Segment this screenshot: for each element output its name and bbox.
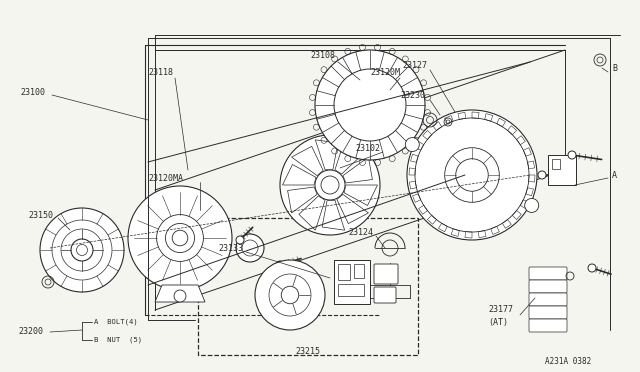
- Polygon shape: [512, 211, 521, 219]
- Polygon shape: [287, 187, 317, 213]
- Circle shape: [334, 69, 406, 141]
- FancyBboxPatch shape: [529, 267, 567, 280]
- Polygon shape: [484, 113, 493, 121]
- Polygon shape: [458, 112, 466, 119]
- Circle shape: [568, 151, 576, 159]
- Polygon shape: [433, 122, 442, 131]
- Circle shape: [280, 135, 380, 235]
- Polygon shape: [451, 229, 460, 237]
- Polygon shape: [524, 148, 531, 156]
- Circle shape: [40, 208, 124, 292]
- Text: 23127: 23127: [402, 61, 427, 70]
- Text: B  NUT  (5): B NUT (5): [94, 337, 142, 343]
- Polygon shape: [411, 154, 418, 162]
- FancyBboxPatch shape: [529, 319, 567, 332]
- Polygon shape: [472, 112, 479, 118]
- Text: 23120M: 23120M: [370, 67, 400, 77]
- Text: 23124: 23124: [348, 228, 373, 237]
- Polygon shape: [155, 285, 205, 302]
- Text: 23100: 23100: [20, 87, 45, 96]
- Polygon shape: [527, 161, 534, 169]
- Polygon shape: [337, 195, 369, 224]
- Bar: [198, 218, 418, 355]
- Polygon shape: [322, 200, 345, 230]
- Polygon shape: [409, 168, 415, 175]
- Circle shape: [588, 264, 596, 272]
- Text: 23133: 23133: [218, 244, 243, 253]
- Circle shape: [71, 239, 93, 261]
- Text: A231A 0382: A231A 0382: [545, 357, 591, 366]
- Text: 23118: 23118: [148, 67, 173, 77]
- Circle shape: [128, 186, 232, 290]
- Polygon shape: [335, 140, 361, 174]
- Circle shape: [405, 138, 419, 151]
- Bar: [552, 159, 560, 169]
- Bar: [334, 260, 370, 304]
- Bar: [548, 155, 576, 185]
- Text: (AT): (AT): [488, 317, 508, 327]
- Bar: [338, 264, 350, 280]
- Polygon shape: [438, 223, 447, 232]
- FancyBboxPatch shape: [529, 306, 567, 319]
- Circle shape: [255, 260, 325, 330]
- Circle shape: [538, 171, 546, 179]
- Bar: [354, 264, 364, 278]
- Polygon shape: [299, 196, 325, 230]
- Circle shape: [407, 110, 537, 240]
- Polygon shape: [316, 140, 338, 170]
- Polygon shape: [415, 141, 424, 150]
- Text: 23108: 23108: [310, 51, 335, 60]
- Text: A: A: [612, 170, 617, 180]
- Text: B: B: [612, 64, 617, 73]
- Polygon shape: [529, 175, 535, 182]
- Polygon shape: [508, 126, 516, 135]
- Text: 23102: 23102: [355, 144, 380, 153]
- Polygon shape: [410, 182, 417, 189]
- Polygon shape: [526, 188, 533, 196]
- Circle shape: [236, 234, 264, 262]
- Polygon shape: [445, 116, 453, 124]
- Text: 23177: 23177: [488, 305, 513, 314]
- Polygon shape: [520, 200, 529, 209]
- Polygon shape: [516, 136, 525, 145]
- Text: 23150: 23150: [28, 211, 53, 219]
- Text: 23200: 23200: [18, 327, 43, 337]
- Polygon shape: [292, 146, 323, 176]
- Polygon shape: [497, 118, 506, 127]
- Circle shape: [525, 198, 539, 212]
- Circle shape: [315, 50, 425, 160]
- Circle shape: [276, 261, 284, 269]
- FancyBboxPatch shape: [529, 293, 567, 306]
- Text: 23120MA: 23120MA: [148, 173, 183, 183]
- Polygon shape: [491, 226, 499, 234]
- Text: 23230: 23230: [400, 90, 425, 99]
- Polygon shape: [465, 232, 472, 238]
- FancyBboxPatch shape: [529, 280, 567, 293]
- Polygon shape: [282, 164, 316, 185]
- Polygon shape: [343, 157, 372, 183]
- Polygon shape: [423, 131, 432, 140]
- Polygon shape: [428, 215, 436, 224]
- FancyBboxPatch shape: [374, 264, 398, 284]
- Polygon shape: [502, 219, 511, 228]
- FancyBboxPatch shape: [374, 287, 396, 303]
- Polygon shape: [413, 194, 420, 202]
- Circle shape: [174, 290, 186, 302]
- Circle shape: [315, 170, 345, 200]
- Circle shape: [236, 236, 244, 244]
- Bar: [338, 284, 364, 296]
- Text: A  BOLT(4): A BOLT(4): [94, 319, 138, 325]
- Text: 23215: 23215: [295, 347, 320, 356]
- Polygon shape: [344, 185, 378, 205]
- Polygon shape: [419, 205, 428, 214]
- Polygon shape: [478, 231, 486, 238]
